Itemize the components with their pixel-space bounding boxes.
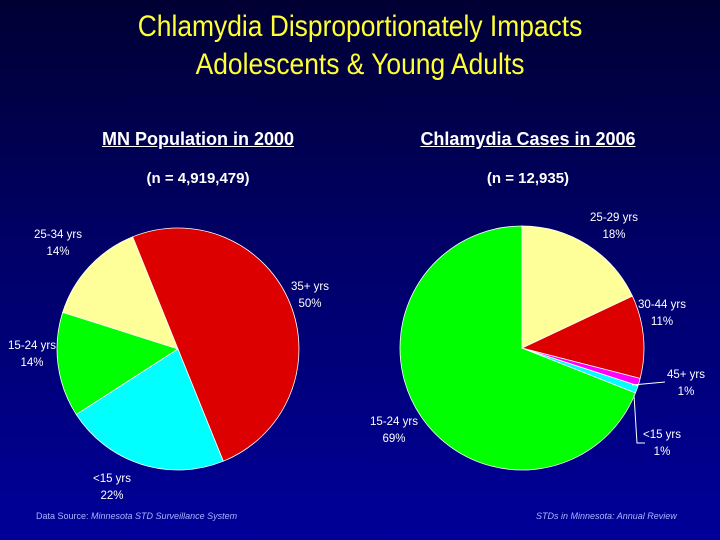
title-line-1: Chlamydia Disproportionately Impacts	[137, 10, 583, 43]
left-chart-title-text: MN Population in 2000	[101, 129, 295, 149]
data-source: Data Source: Minnesota STD Surveillance …	[36, 511, 238, 521]
leader-under15	[633, 394, 645, 444]
footer-right: STDs in Minnesota: Annual Review	[536, 511, 677, 521]
pie-slice-30-44-yrs	[520, 295, 645, 379]
pie-slice-25-34-yrs	[62, 236, 179, 350]
pie-slice-25-29-yrs	[521, 225, 633, 349]
slice-label: <15 yrs 1%	[642, 429, 682, 458]
pie-slice-35-yrs	[132, 227, 300, 462]
right-chart-title: Chlamydia Cases in 2006	[378, 129, 678, 150]
slice-label: 15-24 yrs 69%	[370, 416, 418, 445]
slice-label: 25-34 yrs 14%	[34, 229, 82, 258]
pie-slice-15-24-yrs	[399, 225, 636, 471]
left-chart-title: MN Population in 2000	[48, 129, 348, 150]
slide-title: Chlamydia Disproportionately Impacts Adol…	[43, 8, 677, 84]
slice-label: 45+ yrs 1%	[666, 369, 706, 398]
pie-slice-15-24-yrs	[56, 311, 179, 416]
slice-label: 35+ yrs 50%	[290, 281, 330, 310]
slice-label: 15-24 yrs 14%	[8, 340, 56, 369]
left-chart-subtitle: (n = 4,919,479)	[146, 170, 250, 187]
right-chart-title-text: Chlamydia Cases in 2006	[420, 129, 636, 149]
slice-label: 30-44 yrs 11%	[638, 299, 686, 328]
slice-label: 25-29 yrs 18%	[590, 212, 638, 241]
title-line-2: Adolescents & Young Adults	[195, 48, 525, 81]
right-chart-subtitle: (n = 12,935)	[486, 170, 570, 187]
slice-label: <15 yrs 22%	[92, 473, 132, 502]
leader-45plus	[631, 381, 666, 386]
pie-slice--15-yrs	[75, 348, 224, 471]
